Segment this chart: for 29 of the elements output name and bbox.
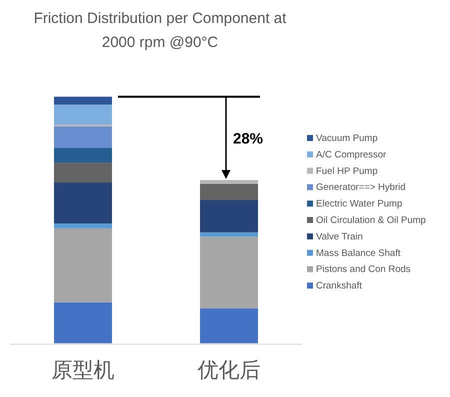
- bar: [54, 302, 112, 344]
- bar: [54, 223, 112, 228]
- bar: [200, 180, 258, 184]
- bar: [200, 184, 258, 200]
- legend-label: Valve Train: [316, 231, 363, 242]
- legend-label: A/C Compressor: [316, 149, 386, 160]
- bar: [54, 126, 112, 148]
- bar: [200, 200, 258, 232]
- legend-label: Electric Water Pump: [316, 198, 402, 210]
- x-tick-label: 原型机: [52, 359, 114, 382]
- legend-label: Vacuum Pump: [316, 133, 378, 144]
- bar: [200, 232, 258, 237]
- bar: [54, 104, 112, 125]
- annotation: 28%: [233, 130, 264, 148]
- bar: [200, 308, 258, 344]
- legend-label: Fuel HP Pump: [316, 166, 378, 177]
- bar: [54, 162, 112, 183]
- legend-label: Crankshaft: [316, 280, 362, 292]
- bar: [54, 182, 112, 224]
- legend-label: Pistons and Con Rods: [316, 264, 411, 276]
- legend-label: Generator==> Hybrid: [316, 182, 406, 194]
- bar: [54, 228, 112, 302]
- title: Friction Distribution per Component at 2000 rpm @90°C: [34, 10, 286, 51]
- legend-label: Oil Circulation & Oil Pump: [316, 215, 426, 226]
- x-tick-label: 优化后: [198, 359, 260, 382]
- bar: [200, 236, 258, 308]
- bar: [54, 148, 112, 163]
- bar: [54, 96, 112, 105]
- legend-label: Mass Balance Shaft: [316, 248, 401, 259]
